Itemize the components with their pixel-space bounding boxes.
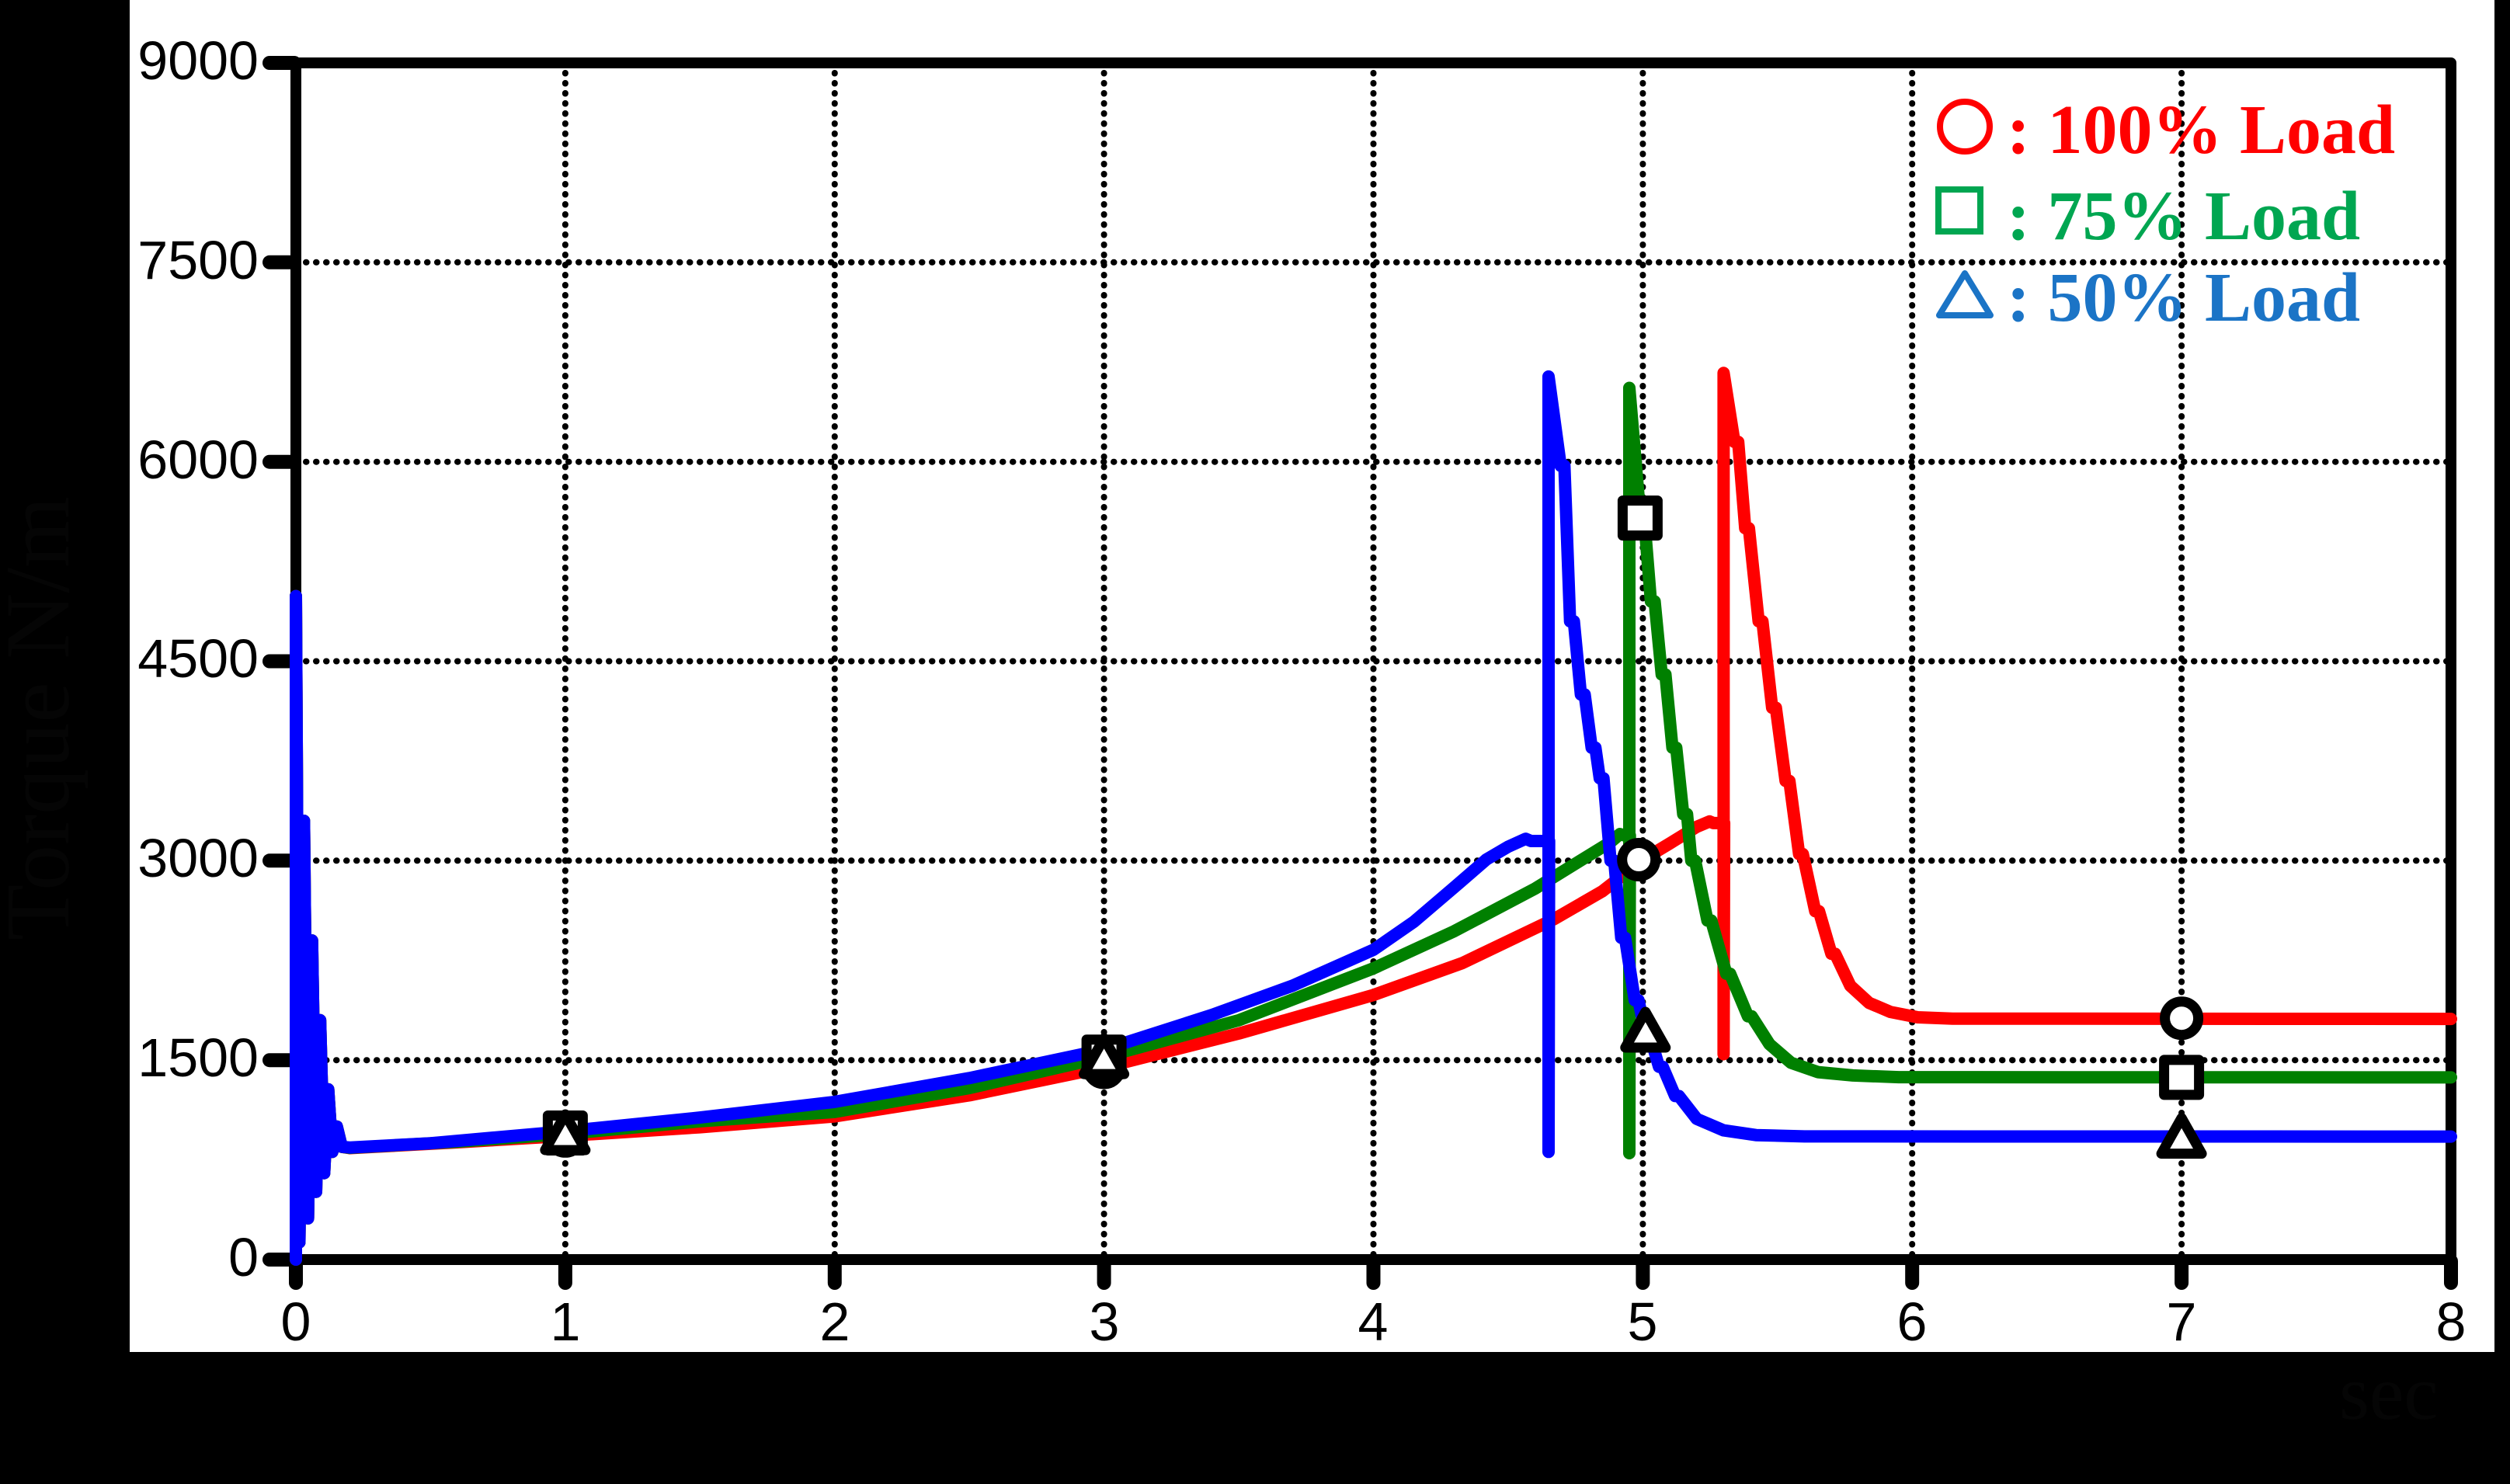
svg-text:7500: 7500: [137, 230, 259, 290]
svg-text:sec: sec: [2339, 1350, 2439, 1436]
svg-text:3: 3: [1090, 1291, 1120, 1352]
svg-text:4500: 4500: [137, 628, 259, 689]
svg-text:9000: 9000: [137, 30, 259, 91]
svg-text:0: 0: [281, 1291, 311, 1352]
svg-text:1500: 1500: [137, 1027, 259, 1088]
svg-text:6000: 6000: [137, 429, 259, 490]
svg-text:Torque N/m: Torque N/m: [0, 496, 89, 940]
svg-text:: 50% Load: : 50% Load: [2007, 259, 2360, 336]
svg-text:: 75% Load: : 75% Load: [2007, 178, 2360, 255]
svg-text:6: 6: [1897, 1291, 1928, 1352]
svg-text:3000: 3000: [137, 828, 259, 888]
svg-text:: 100% Load: : 100% Load: [2007, 92, 2395, 169]
svg-text:7: 7: [2167, 1291, 2197, 1352]
svg-text:2: 2: [820, 1291, 850, 1352]
svg-text:1: 1: [551, 1291, 581, 1352]
svg-text:0: 0: [228, 1227, 259, 1288]
svg-text:4: 4: [1358, 1291, 1389, 1352]
svg-text:5: 5: [1628, 1291, 1658, 1352]
svg-text:8: 8: [2436, 1291, 2467, 1352]
